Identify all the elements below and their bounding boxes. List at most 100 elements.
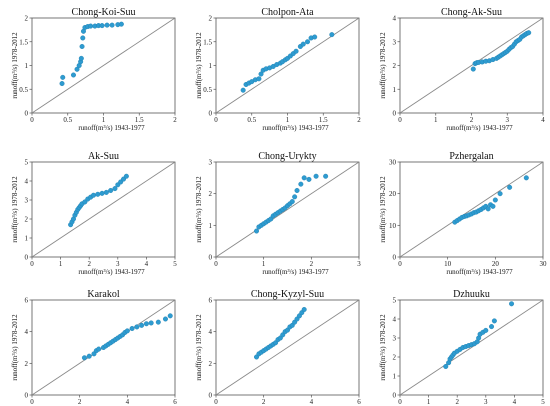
x-tick-label: 20 [492, 260, 500, 268]
data-point [294, 187, 300, 193]
data-point [104, 22, 110, 28]
panel-chong-ak-suu: Chong-Ak-Suu 0 1 2 3 4 0 1 2 3 4 runoff(m³/s) 1943-… [379, 7, 545, 132]
y-tick-label: 4 [393, 15, 397, 23]
data-point [323, 173, 329, 179]
panel-title: Dzhuuku [453, 289, 490, 300]
y-tick-label: 4 [393, 316, 397, 324]
x-tick-label: 6 [357, 398, 361, 406]
x-tick-label: 5 [541, 398, 545, 406]
panel-pzhergalan: Pzhergalan 0 10 20 30 0 10 20 30 runoff(m³/s) 194… [379, 151, 547, 276]
data-point [300, 41, 306, 47]
y-tick-label: 0 [393, 392, 397, 400]
y-tick-label: 1 [209, 62, 213, 70]
panel-cholpon-ata: Cholpon-Ata 0 0.5 1 1.5 2 0 0.5 1 1.5 2 runoff(m³/s… [195, 7, 361, 132]
panel-title: Ak-Suu [88, 151, 119, 162]
y-tick-label: 0 [25, 254, 29, 262]
x-tick-label: 0 [30, 116, 34, 124]
reference-line [399, 299, 544, 396]
reference-line [399, 161, 544, 258]
plot-frame [215, 299, 360, 396]
data-point [148, 320, 154, 326]
y-tick-label: 0 [393, 110, 397, 118]
y-tick-label: 4 [209, 328, 213, 336]
x-axis-label: runoff(m³/s) 1943-1977 [446, 124, 513, 132]
y-tick-label: 0.5 [19, 86, 28, 94]
data-point [329, 32, 335, 38]
x-tick-label: 0.5 [63, 116, 72, 124]
y-tick-label: 30 [389, 159, 397, 167]
data-point [298, 181, 304, 187]
y-axis-label: runoff(m³/s) 1978-2012 [379, 32, 387, 99]
x-tick-label: 0 [30, 260, 34, 268]
data-point [306, 176, 312, 182]
reference-line [215, 299, 360, 396]
data-point [301, 175, 307, 181]
panel-chong-koi-suu: Chong-Koi-Suu 0 0.5 1 1.5 2 0 0.5 1 1.5 2 runoff(m³… [11, 7, 177, 132]
reference-line [399, 17, 544, 114]
data-point [129, 326, 135, 332]
data-point [490, 203, 496, 209]
data-point [96, 346, 102, 352]
data-point [95, 191, 101, 197]
data-point [112, 186, 118, 192]
data-point [491, 318, 497, 324]
y-tick-label: 2 [393, 62, 397, 70]
reference-line [31, 17, 176, 114]
plot-frame [399, 299, 544, 396]
plot-frame [31, 299, 176, 396]
y-tick-label: 3 [25, 197, 29, 205]
y-tick-label: 1.5 [19, 38, 28, 46]
data-point [60, 74, 66, 80]
y-axis-label: runoff(m³/s) 1978-2012 [379, 176, 387, 243]
data-point [305, 39, 311, 45]
plot-frame [399, 161, 544, 258]
data-point [443, 364, 449, 370]
x-tick-label: 4 [310, 398, 314, 406]
data-point [167, 313, 173, 319]
x-tick-label: 1 [434, 116, 438, 124]
y-tick-label: 10 [389, 222, 397, 230]
x-axis-label: runoff(m³/s) 1943-1977 [446, 268, 513, 276]
y-tick-label: 1 [209, 222, 213, 230]
panel-title: Cholpon-Ata [261, 7, 314, 18]
y-tick-label: 3 [209, 159, 213, 167]
x-tick-label: 2 [87, 260, 91, 268]
data-point [134, 324, 140, 330]
data-point [507, 184, 513, 190]
x-tick-label: 10 [444, 260, 452, 268]
data-point [103, 189, 109, 195]
y-tick-label: 1.5 [203, 38, 212, 46]
panel-title: Chong-Kyzyl-Suu [251, 289, 324, 300]
y-tick-label: 3 [393, 335, 397, 343]
data-point [485, 206, 491, 212]
data-point [155, 319, 161, 325]
y-axis-label: runoff(m³/s) 1978-2012 [11, 176, 19, 243]
y-tick-label: 0 [25, 392, 29, 400]
data-point [108, 187, 114, 193]
x-tick-label: 3 [116, 260, 120, 268]
y-tick-label: 4 [25, 178, 29, 186]
y-tick-label: 0 [209, 392, 213, 400]
data-point [88, 23, 94, 29]
x-tick-label: 4 [126, 398, 130, 406]
data-point [118, 21, 124, 27]
x-tick-label: 30 [540, 260, 548, 268]
data-point [70, 72, 76, 78]
x-tick-label: 2 [455, 398, 459, 406]
x-tick-label: 1.5 [319, 116, 328, 124]
y-tick-label: 6 [209, 297, 213, 305]
x-tick-label: 2 [173, 116, 177, 124]
reference-line [31, 161, 176, 258]
data-point [79, 44, 85, 50]
data-point [81, 355, 87, 361]
y-axis-label: runoff(m³/s) 1978-2012 [379, 314, 387, 381]
x-tick-label: 2 [357, 116, 361, 124]
x-tick-label: 0 [30, 398, 34, 406]
x-tick-label: 2 [262, 398, 266, 406]
x-tick-label: 3 [506, 116, 510, 124]
data-point [123, 173, 129, 179]
x-tick-label: 3 [484, 398, 488, 406]
